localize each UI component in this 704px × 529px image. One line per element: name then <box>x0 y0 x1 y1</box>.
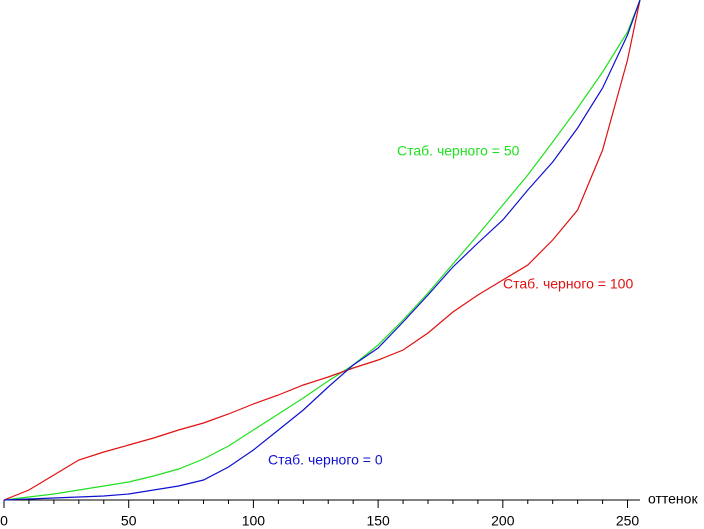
x-tick-label: 50 <box>121 513 137 529</box>
series-line <box>3 0 641 501</box>
x-tick-label: 100 <box>242 513 266 529</box>
x-tick-label: 0 <box>0 513 8 529</box>
series-label: Стаб. черного = 100 <box>503 276 633 292</box>
series-line <box>3 0 641 501</box>
series-label: Стаб. черного = 0 <box>268 452 383 468</box>
x-tick-label: 200 <box>491 513 515 529</box>
x-axis-label: оттенок <box>648 491 698 507</box>
x-tick-label: 250 <box>616 513 640 529</box>
series-label: Стаб. черного = 50 <box>397 143 520 159</box>
x-tick-label: 150 <box>366 513 390 529</box>
series-line <box>3 0 641 501</box>
